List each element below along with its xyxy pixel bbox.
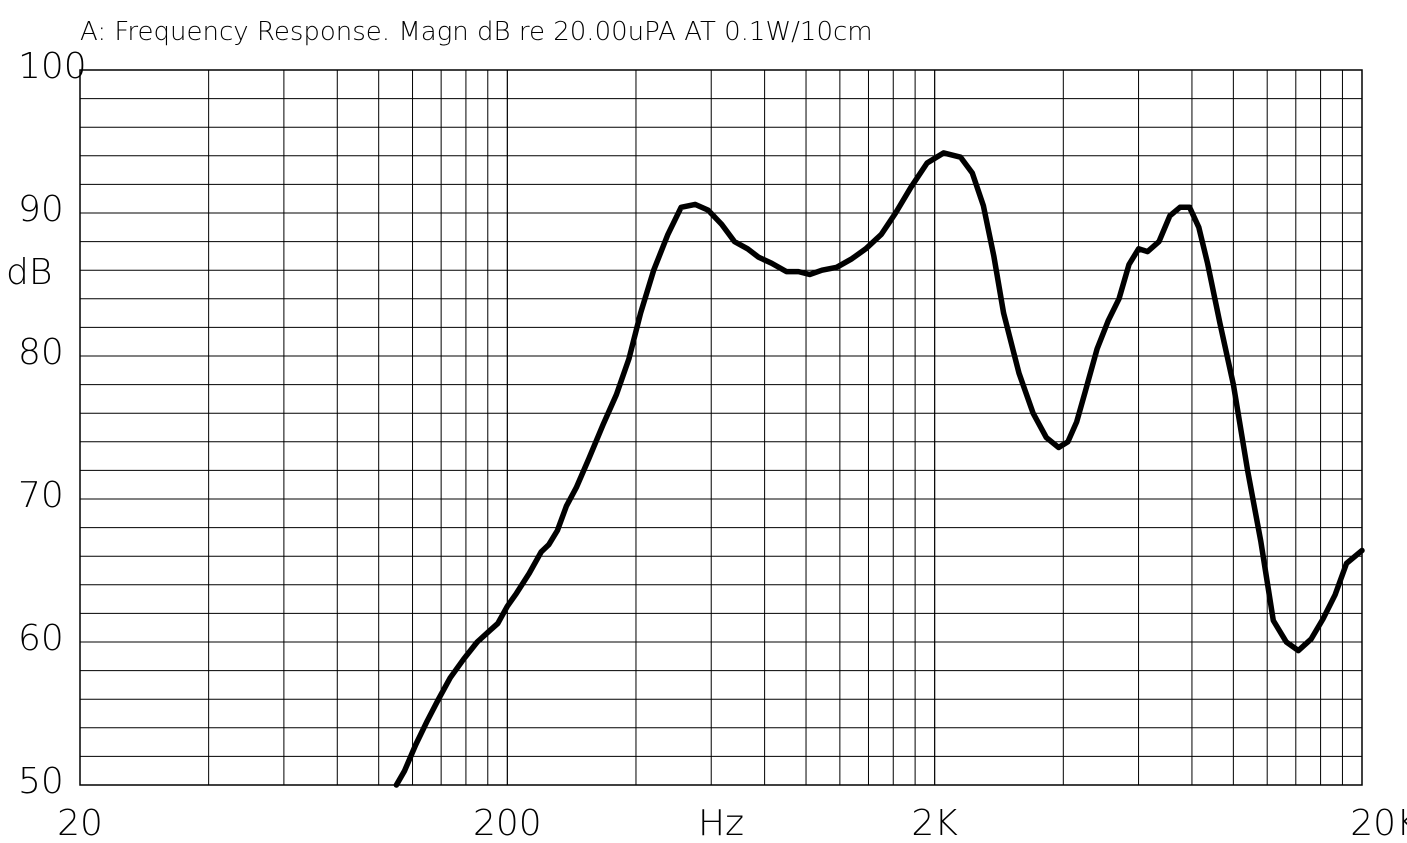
x-axis-tick-labels: 20 200 2K 20K [57, 803, 1407, 843]
x-tick-label: 20 [57, 803, 103, 843]
y-tick-label: 70 [18, 475, 64, 516]
series-layer [393, 150, 1365, 788]
y-axis-label: dB [6, 252, 52, 293]
x-tick-label: 2K [911, 803, 958, 843]
frequency-response-line [393, 150, 1365, 788]
y-axis-tick-labels: 100 90 80 70 60 50 [18, 46, 87, 802]
x-tick-label: 20K [1350, 803, 1407, 843]
y-tick-label: 60 [18, 618, 64, 659]
plot-frame [79, 69, 1363, 786]
x-tick-label: 200 [473, 803, 542, 843]
chart-grid [79, 69, 1363, 786]
y-tick-label: 50 [18, 761, 64, 802]
y-tick-label: 90 [18, 189, 64, 230]
y-tick-label: 80 [18, 332, 64, 373]
x-axis-label: Hz [698, 803, 744, 843]
chart-title: A: Frequency Response. Magn dB re 20.00u… [80, 17, 873, 47]
y-tick-label: 100 [18, 46, 87, 87]
